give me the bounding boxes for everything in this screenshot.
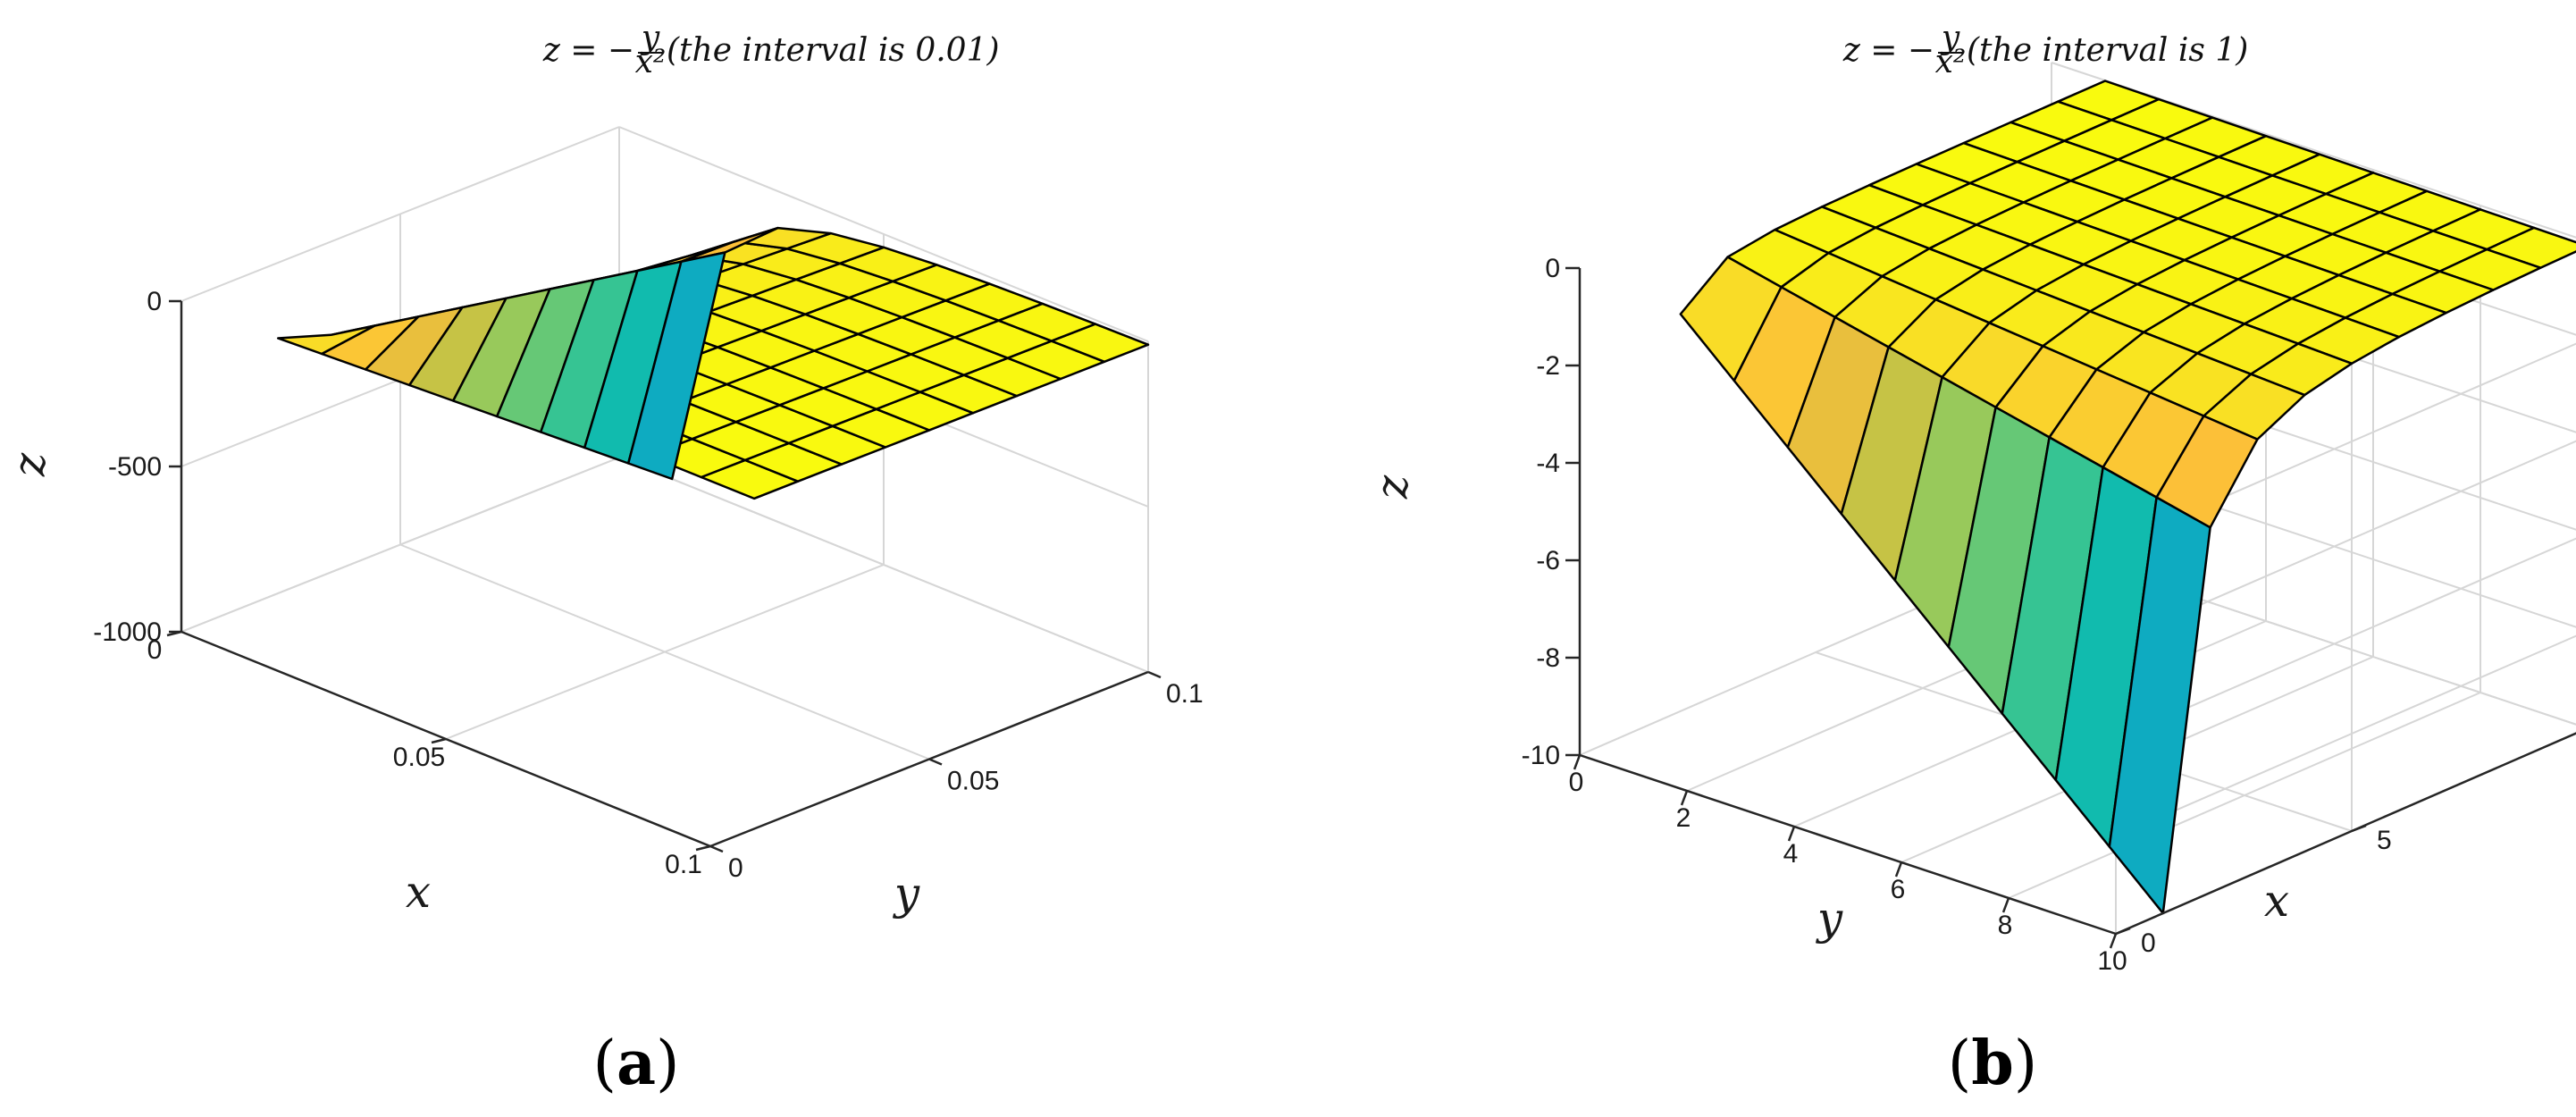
grid-lines-a	[180, 126, 1149, 847]
title-fraction-denominator: x²	[635, 44, 667, 80]
title-fraction-numerator: y	[1940, 20, 1960, 56]
x-axis-label: x	[2264, 875, 2289, 927]
tick-label: -1000	[93, 617, 162, 647]
tick-label: -4	[1536, 449, 1560, 478]
tick-mark	[431, 737, 447, 744]
tick-mark	[1147, 670, 1162, 679]
tick-label: 0	[2141, 928, 2156, 958]
tick-label: -2	[1536, 351, 1560, 381]
tick-mark	[695, 844, 711, 852]
surface-facet	[626, 251, 726, 481]
tick-mark	[709, 844, 724, 853]
tick-label: 8	[1998, 911, 2013, 940]
tick-label: 0	[147, 635, 163, 665]
tick-label: -8	[1536, 643, 1560, 673]
tick-label: 0	[147, 287, 162, 316]
title-fraction-denominator: x²	[1935, 44, 1967, 80]
title-suffix: (the interval is 1)	[1967, 32, 2248, 69]
surface-a	[276, 226, 1150, 500]
tick-label: 0	[728, 853, 743, 883]
title-prefix: z = −	[542, 32, 634, 69]
surface-b	[1679, 80, 2576, 915]
axes-a: 0 0.05 0.1 0 0.05 0.1 -1000 -500 0 x y z	[4, 287, 1204, 920]
tick-mark	[1787, 826, 1796, 842]
tick-label: 0.05	[393, 743, 445, 772]
tick-label: -10	[1522, 741, 1560, 770]
chart-title: z = − yx² (the interval is 0.01)	[542, 20, 1000, 80]
y-axis-label: y	[893, 868, 920, 920]
tick-mark	[1573, 754, 1582, 770]
tick-label: 0	[1569, 768, 1584, 797]
tick-label: 0.1	[1166, 679, 1204, 709]
tick-mark	[2115, 927, 2131, 936]
tick-label: 0	[1545, 254, 1560, 283]
tick-label: 5	[2377, 826, 2392, 855]
tick-mark	[1680, 790, 1689, 806]
y-axis-label: y	[1816, 893, 1843, 945]
tick-label: 10	[2097, 946, 2127, 976]
tick-mark	[2109, 933, 2118, 949]
panel-label-a: (a)	[592, 1028, 679, 1099]
tick-label: 0.1	[665, 850, 702, 879]
tick-mark	[2351, 824, 2367, 833]
x-axis-line	[2115, 732, 2576, 936]
z-axis-label: z	[1366, 475, 1418, 500]
title-prefix: z = −	[1842, 32, 1934, 69]
tick-label: 0.05	[947, 767, 999, 796]
tick-mark	[2001, 897, 2010, 913]
chart-title: z = − yx² (the interval is 1)	[1842, 20, 2248, 80]
title-suffix: (the interval is 0.01)	[667, 32, 1000, 69]
tick-label: 2	[1676, 803, 1691, 833]
panel-label-b: (b)	[1948, 1028, 2038, 1099]
z-axis-label: z	[4, 452, 55, 477]
title-fraction-numerator: y	[640, 20, 660, 56]
y-axis-line	[1579, 753, 2117, 936]
tick-mark	[928, 758, 943, 766]
surface-facet	[2108, 496, 2211, 915]
tick-label: 6	[1891, 875, 1906, 904]
x-axis-label: x	[406, 866, 431, 918]
tick-label: -500	[108, 452, 162, 482]
tick-label: 4	[1783, 839, 1799, 869]
tick-mark	[1894, 861, 1903, 878]
tick-label: -6	[1536, 546, 1560, 575]
